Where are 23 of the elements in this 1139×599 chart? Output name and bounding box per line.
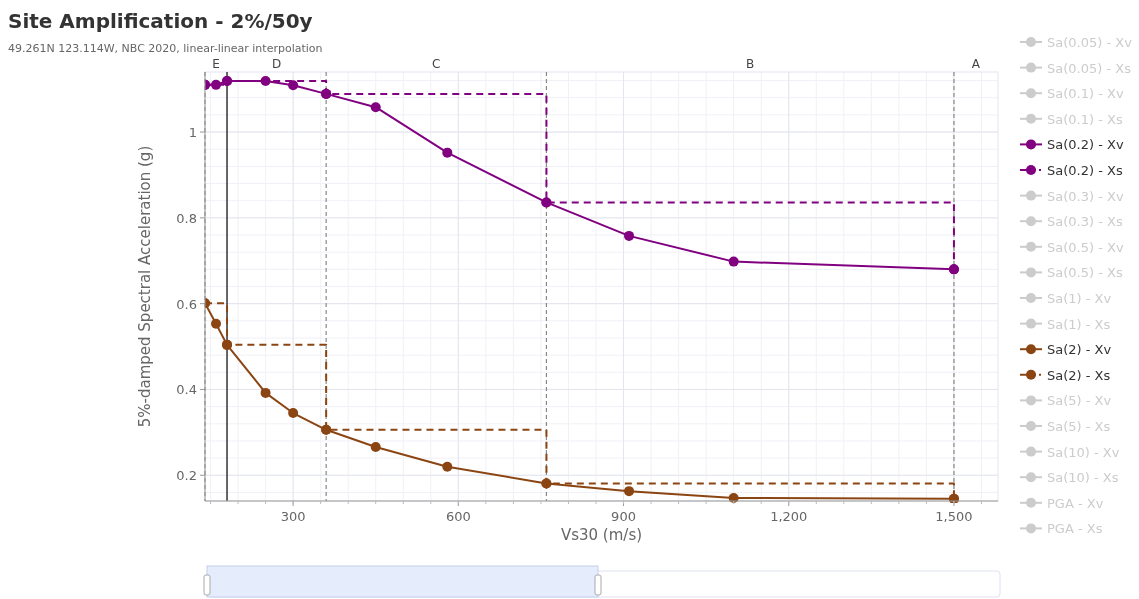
chart-title: Site Amplification - 2%/50y [8, 9, 313, 33]
chart-subtitle: 49.261N 123.114W, NBC 2020, linear-linear interpolation [8, 42, 323, 55]
x-tick-label: 1,500 [935, 509, 973, 524]
y-tick-label: 0.8 [176, 210, 197, 226]
y-tick-label: 0.6 [176, 296, 197, 312]
y-axis-title: 5%-damped Spectral Acceleration (g) [136, 145, 154, 428]
x-tick-label: 600 [445, 509, 471, 524]
text: D [271, 57, 282, 71]
x-tick-label: 300 [280, 509, 306, 524]
legend-label: Sa(0.2) - Xs [1047, 163, 1123, 178]
text: A [971, 57, 981, 71]
text: C [432, 57, 441, 71]
x-tick-label: 900 [611, 509, 636, 524]
x-tick-label: 1,200 [770, 509, 808, 524]
legend-label: Sa(2) - Xv [1047, 342, 1112, 358]
legend-label: Sa(2) - Xs [1047, 367, 1111, 383]
text: E [212, 57, 220, 71]
y-tick-label: 1 [188, 125, 197, 141]
y-tick-label: 0.4 [176, 382, 197, 398]
legend-label: Sa(0.2) - Xv [1047, 137, 1124, 153]
y-tick-label: 0.2 [176, 468, 197, 484]
x-axis-title: Vs30 (m/s) [560, 526, 643, 544]
text: B [746, 57, 755, 71]
